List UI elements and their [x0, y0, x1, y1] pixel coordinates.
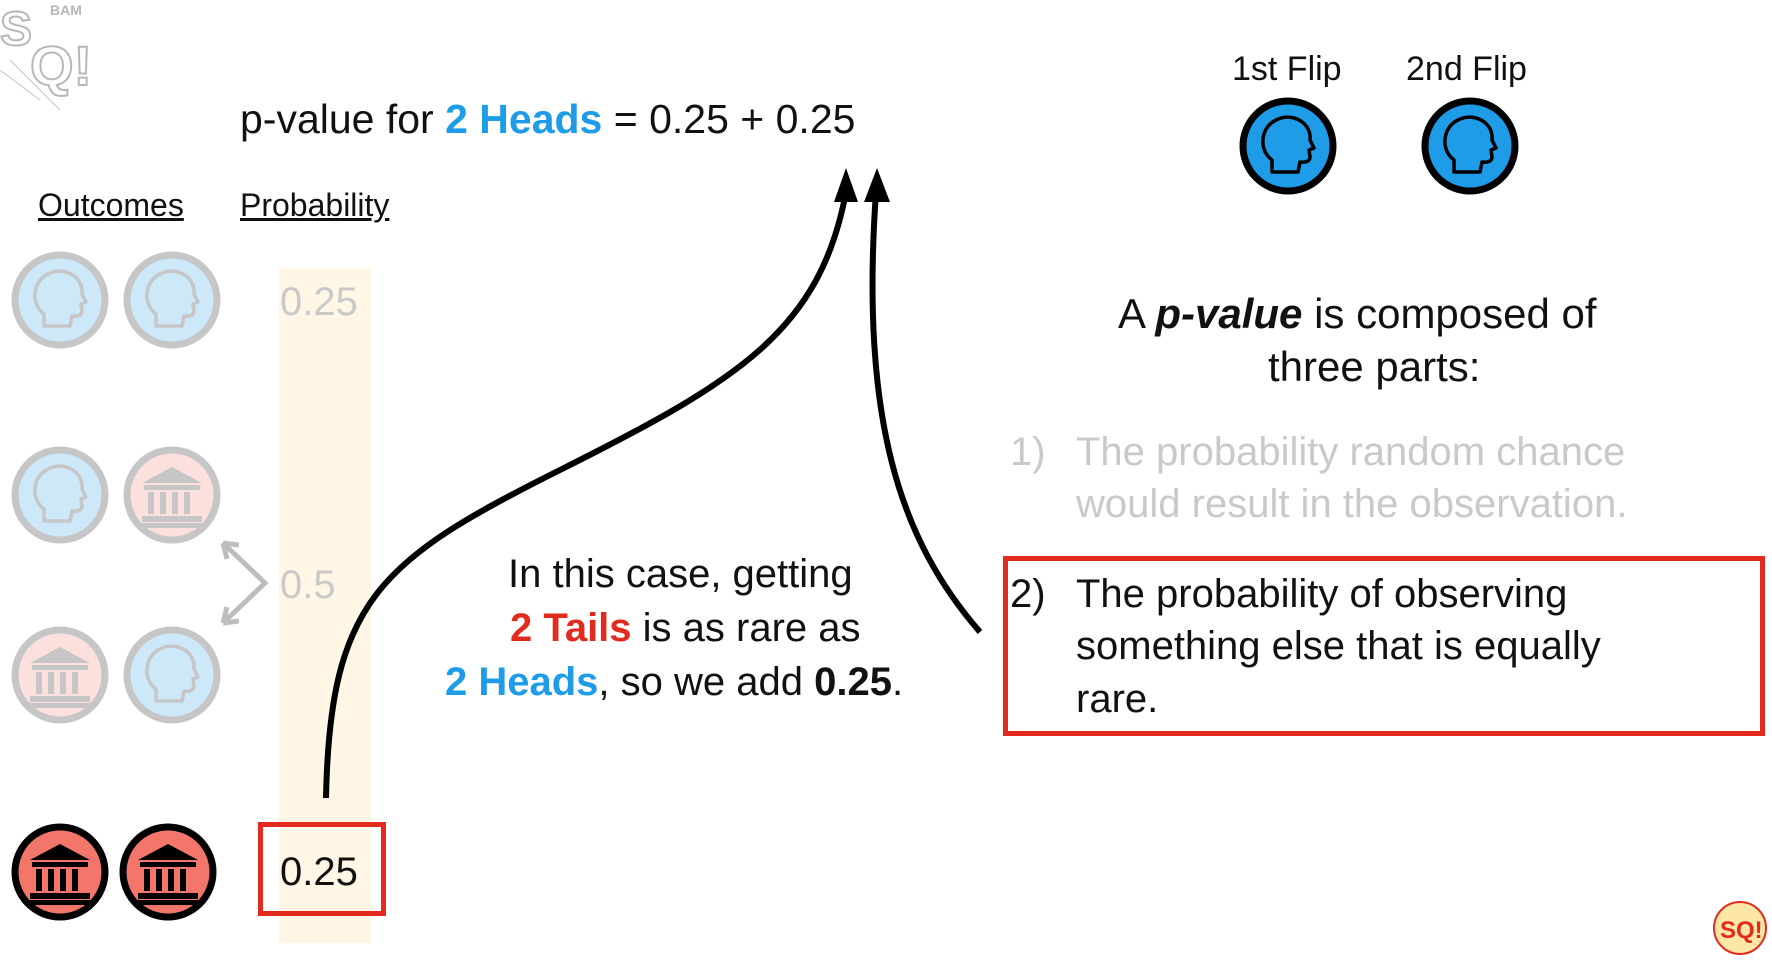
- svg-text:Q!: Q!: [30, 34, 92, 97]
- formula-highlight: 2 Heads: [445, 96, 603, 142]
- probability-column: [279, 268, 371, 943]
- svg-text:BAM: BAM: [50, 2, 82, 18]
- definition-line1: A p-value is composed of: [1118, 290, 1597, 338]
- outcomes-header: Outcomes: [38, 187, 184, 223]
- row1-probability: 0.25: [280, 280, 358, 324]
- explanation-end: .: [891, 660, 904, 704]
- second-flip-label: 2nd Flip: [1406, 50, 1527, 88]
- part2-line2: something else that is equally: [1076, 624, 1601, 668]
- explanation-line3-rest: , so we add: [598, 660, 815, 704]
- tails-label: 2 Tails: [510, 606, 632, 650]
- first-flip-label: 1st Flip: [1232, 50, 1342, 88]
- statquest-logo-small: SQ!: [1712, 900, 1768, 956]
- definition-a: A: [1118, 290, 1156, 337]
- svg-text:SQ!: SQ!: [1720, 917, 1763, 944]
- formula-prefix: p-value for: [240, 96, 446, 142]
- part1-line1: The probability random chance: [1076, 430, 1626, 474]
- heads-coin: [1238, 96, 1338, 196]
- row4-highlight-box: [258, 822, 386, 916]
- p-value-formula: p-value for 2 Heads = 0.25 + 0.25: [240, 96, 855, 143]
- heads-label: 2 Heads: [445, 660, 599, 704]
- explanation-line2: 2 Tails is as rare as: [510, 606, 861, 651]
- part1-line2: would result in the observation.: [1076, 482, 1628, 526]
- definition-line2: three parts:: [1268, 343, 1481, 390]
- merge-bracket: [220, 540, 269, 626]
- formula-suffix: = 0.25 + 0.25: [602, 96, 856, 142]
- heads-coin: [1420, 96, 1520, 196]
- merged-probability: 0.5: [280, 563, 336, 607]
- svg-text:S: S: [0, 3, 32, 56]
- part2-number: 2): [1010, 572, 1046, 616]
- row4-probability: 0.25: [280, 850, 358, 894]
- explanation-line3: 2 Heads, so we add 0.25.: [445, 660, 903, 705]
- definition-pvalue: p-value: [1155, 290, 1303, 337]
- explanation-line2-rest: is as rare as: [631, 606, 861, 650]
- part2-highlight-box: [1003, 556, 1765, 736]
- explanation-line1: In this case, getting: [508, 552, 853, 596]
- probability-header: Probability: [240, 187, 390, 223]
- part2-line3: rare.: [1076, 677, 1159, 721]
- explanation-value: 0.25: [814, 660, 892, 704]
- statquest-logo: S Q! BAM: [0, 0, 130, 111]
- part2-line1: The probability of observing: [1076, 572, 1568, 616]
- definition-c: is composed of: [1302, 290, 1597, 337]
- part1-number: 1): [1010, 430, 1046, 474]
